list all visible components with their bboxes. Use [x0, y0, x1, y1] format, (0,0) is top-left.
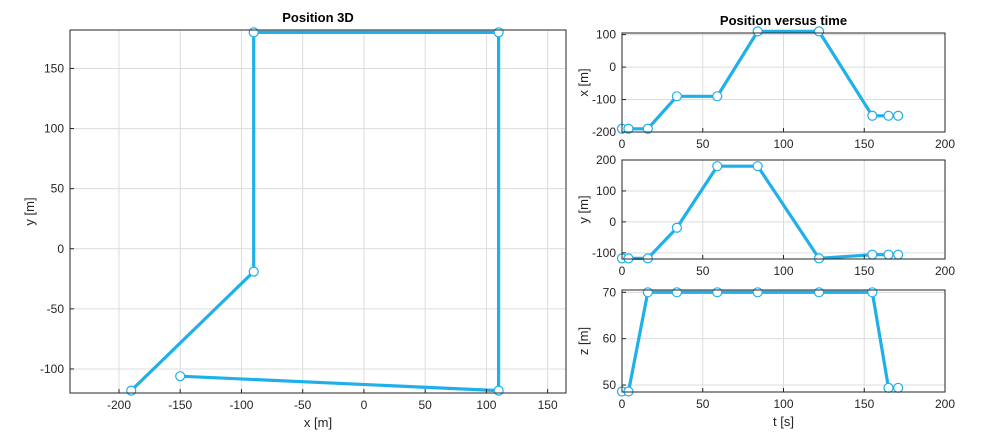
data-point [493, 27, 504, 38]
y-tick-label: 50 [51, 182, 65, 196]
series-line [129, 30, 501, 393]
axes-title: Position 3D [282, 10, 354, 25]
x-tick-label: 150 [854, 137, 874, 151]
y-axis-label: y [m] [22, 197, 37, 225]
data-point [493, 385, 504, 396]
data-point [671, 222, 683, 233]
data-point [752, 26, 763, 37]
y-tick-label: -100 [40, 362, 64, 376]
y-tick-label: 100 [596, 184, 616, 198]
x-tick-label: 200 [935, 397, 955, 411]
data-point [813, 253, 825, 264]
x-axis-label: t [s] [773, 414, 794, 429]
data-point [623, 123, 634, 134]
data-point [752, 287, 763, 298]
x-tick-label: 50 [418, 398, 432, 412]
series-line [620, 290, 900, 394]
data-point [712, 91, 723, 102]
y-tick-label: 150 [44, 61, 64, 75]
data-point [893, 110, 904, 121]
data-point [642, 253, 653, 264]
x-tick-label: 150 [854, 397, 874, 411]
y-axis-label: x [m] [576, 68, 591, 96]
x-tick-label: 200 [935, 264, 955, 278]
data-point [813, 287, 825, 298]
y-tick-label: 70 [603, 285, 617, 299]
x-tick-label: 100 [476, 398, 496, 412]
y-tick-label: 50 [603, 378, 617, 392]
data-point [642, 123, 653, 134]
data-point [712, 287, 723, 298]
data-point [248, 27, 259, 38]
y-tick-label: -100 [592, 246, 616, 260]
data-point [671, 91, 683, 102]
x-tick-label: 50 [696, 264, 710, 278]
x-tick-label: -100 [229, 398, 253, 412]
axes-title: Position versus time [720, 13, 847, 28]
y-tick-label: 100 [44, 122, 64, 136]
x-tick-label: 0 [619, 264, 626, 278]
series-line [620, 164, 900, 260]
y-tick-label: 0 [57, 242, 64, 256]
x-tick-label: 50 [696, 137, 710, 151]
axes-frame [69, 29, 567, 394]
x-tick-label: 100 [773, 264, 793, 278]
series-line [620, 29, 900, 131]
data-point [712, 161, 723, 172]
x-tick-label: 150 [538, 398, 558, 412]
y-tick-label: -50 [47, 302, 65, 316]
x-tick-label: -200 [107, 398, 131, 412]
data-point [893, 249, 904, 260]
x-tick-label: 100 [773, 137, 793, 151]
data-point [867, 287, 878, 298]
x-tick-label: 0 [361, 398, 368, 412]
y-tick-label: 60 [603, 332, 617, 346]
y-tick-label: 200 [596, 153, 616, 167]
y-tick-label: 0 [609, 215, 616, 229]
y-tick-label: -200 [592, 125, 616, 139]
x-axis-label: x [m] [304, 415, 332, 430]
data-point [126, 385, 137, 396]
data-point [867, 249, 878, 260]
data-point [248, 266, 259, 277]
x-tick-label: -150 [168, 398, 192, 412]
data-point [752, 161, 763, 172]
x-tick-label: 200 [935, 137, 955, 151]
data-point [883, 249, 894, 260]
x-tick-label: 150 [854, 264, 874, 278]
plot-area [70, 30, 566, 393]
data-point [642, 287, 653, 298]
x-tick-label: 0 [619, 397, 626, 411]
data-point [867, 110, 878, 121]
data-point [893, 382, 904, 393]
data-point [623, 253, 634, 264]
y-tick-label: 100 [596, 28, 616, 42]
y-axis-label: y [m] [576, 195, 591, 223]
y-tick-label: 0 [609, 60, 616, 74]
data-point [813, 26, 825, 37]
data-point [883, 382, 894, 393]
x-tick-label: -50 [294, 398, 312, 412]
x-tick-label: 50 [696, 397, 710, 411]
x-tick-label: 0 [619, 137, 626, 151]
axes-1: -200 -150 -100 -50 0 50 100 150 -100 -50 0 50 100 150… [22, 10, 567, 430]
data-point [175, 371, 186, 382]
y-tick-label: -100 [592, 93, 616, 107]
y-axis-label: z [m] [576, 327, 591, 355]
axes-2: 0 50 100 150 200 -200 -100 0 100 Position versus … [576, 13, 955, 151]
x-tick-label: 100 [773, 397, 793, 411]
data-point [671, 287, 683, 298]
data-point [883, 110, 894, 121]
